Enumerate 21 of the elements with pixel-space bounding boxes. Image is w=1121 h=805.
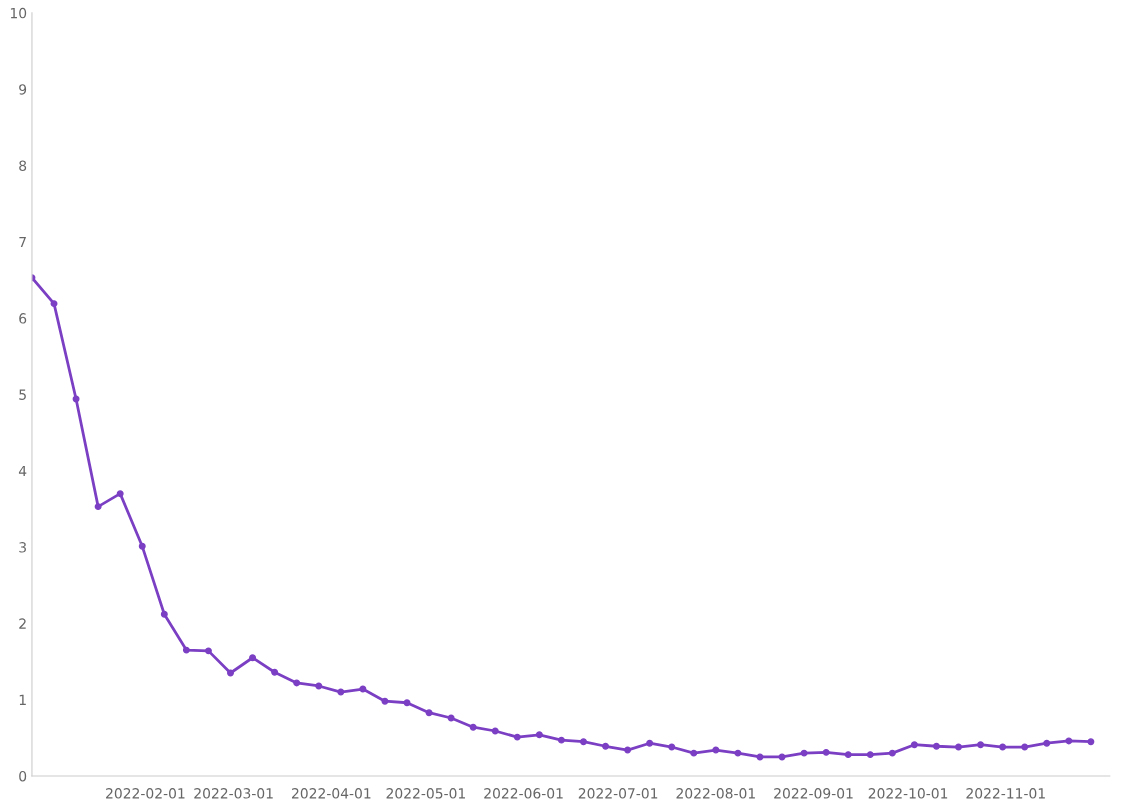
x-tick-label: 2022-06-01 [484, 788, 563, 799]
x-tick-label: 2022-09-01 [774, 788, 853, 799]
y-tick-label: 4 [18, 465, 27, 477]
y-tick-label: 0 [19, 770, 27, 782]
y-tick-label: 5 [19, 389, 26, 400]
x-tick-label: 2022-07-01 [578, 788, 658, 799]
y-tick-label: 6 [19, 313, 27, 324]
x-tick-label: 2022-05-01 [386, 788, 465, 799]
y-tick-label: 2 [19, 618, 26, 629]
x-tick-label: 2022-02-01 [106, 788, 185, 799]
x-tick-label: 2022-08-01 [676, 788, 755, 799]
x-tick-label: 2022-04-01 [292, 788, 371, 799]
y-tick-label: 9 [19, 84, 27, 95]
x-tick-label: 2022-11-01 [966, 788, 1045, 799]
y-tick-label: 10 [10, 7, 27, 19]
y-tick-label: 3 [19, 542, 26, 553]
y-tick-label: 8 [19, 160, 27, 171]
x-tick-label: 2022-03-01 [194, 788, 273, 799]
x-tick-label: 2022-10-01 [868, 788, 948, 799]
y-tick-label: 1 [19, 694, 26, 705]
y-tick-label: 7 [19, 236, 26, 248]
